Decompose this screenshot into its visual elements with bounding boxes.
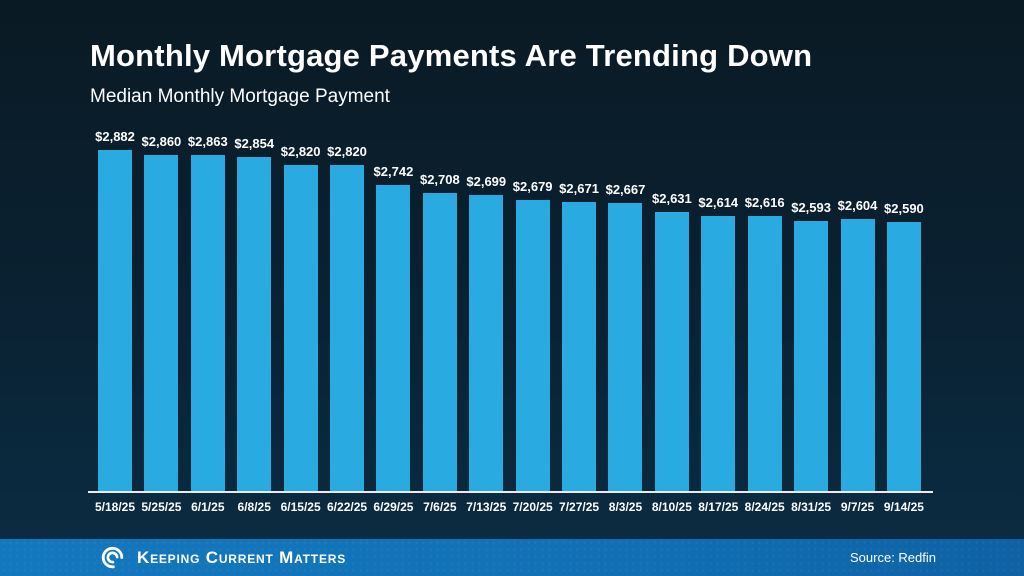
- bar: [283, 165, 318, 491]
- bars-row: $2,882 5/18/25 $2,860 5/25/25 $2,863 6/1/25 $2…: [95, 129, 924, 514]
- x-axis-tick-label: 6/22/25: [327, 500, 368, 514]
- bar-chart: $2,882 5/18/25 $2,860 5/25/25 $2,863 6/1/25 $2…: [88, 129, 933, 514]
- bar: [237, 156, 272, 491]
- x-axis-tick-label: 5/25/25: [141, 500, 182, 514]
- bar: [840, 218, 875, 491]
- bar-value-label: $2,820: [280, 144, 321, 160]
- bar-value-label: $2,590: [884, 201, 924, 217]
- chart-subtitle: Median Monthly Mortgage Payment: [90, 86, 390, 107]
- x-axis-tick-label: 6/1/25: [191, 500, 225, 514]
- x-axis-tick-label: 9/14/25: [883, 500, 924, 514]
- bar: [330, 165, 365, 491]
- bar-value-label: $2,699: [466, 174, 507, 190]
- bar: [886, 222, 921, 491]
- bar-value-label: $2,679: [512, 179, 553, 195]
- source-label: Source: Redfin: [850, 550, 936, 565]
- x-axis-tick-label: 9/7/25: [840, 500, 875, 514]
- bar: [144, 155, 179, 491]
- x-axis-tick-label: 8/17/25: [698, 500, 739, 514]
- bar-value-label: $2,614: [698, 195, 739, 211]
- bar: [562, 202, 597, 491]
- bar-column: $2,604 9/7/25: [837, 148, 878, 514]
- bar-column: $2,667 8/3/25: [606, 148, 646, 514]
- bar-column: $2,854 6/8/25: [234, 136, 274, 514]
- bar-column: $2,614 8/17/25: [698, 148, 739, 514]
- bar: [608, 203, 643, 491]
- bar: [794, 221, 829, 491]
- bar-column: $2,860 5/25/25: [141, 134, 181, 514]
- bar: [422, 192, 457, 491]
- bar: [701, 216, 736, 491]
- bar-value-label: $2,708: [419, 171, 460, 187]
- x-axis-tick-label: 6/15/25: [280, 500, 321, 514]
- kcm-swirl-logo-icon: [101, 546, 124, 569]
- bar-column: $2,820 6/15/25: [281, 144, 321, 514]
- x-axis-tick-label: 5/18/25: [94, 500, 136, 514]
- bar-column: $2,616 8/24/25: [744, 148, 785, 514]
- x-axis-tick-label: 6/8/25: [237, 500, 271, 514]
- bar: [98, 149, 132, 491]
- bar: [747, 215, 782, 491]
- bar-value-label: $2,882: [95, 128, 135, 144]
- bar: [654, 211, 689, 491]
- chart-title: Monthly Mortgage Payments Are Trending D…: [90, 38, 813, 73]
- bar-value-label: $2,631: [651, 190, 692, 206]
- bar-column: $2,742 6/29/25: [373, 148, 413, 514]
- bar-value-label: $2,863: [187, 133, 228, 149]
- bar: [376, 184, 411, 491]
- bar-value-label: $2,671: [559, 181, 599, 197]
- bar-column: $2,820 6/22/25: [327, 144, 367, 514]
- x-axis-tick-label: 8/10/25: [651, 500, 692, 514]
- x-axis-tick-label: 7/6/25: [423, 500, 457, 514]
- bar-column: $2,671 7/27/25: [559, 148, 599, 514]
- bar-value-label: $2,860: [141, 134, 182, 150]
- x-axis-tick-label: 8/24/25: [744, 500, 785, 514]
- bar-value-label: $2,742: [373, 163, 414, 179]
- bar-value-label: $2,854: [234, 135, 275, 151]
- bar-column: $2,679 7/20/25: [512, 148, 553, 514]
- bar-value-label: $2,667: [605, 182, 646, 198]
- brand-name: Keeping Current Matters: [137, 547, 347, 567]
- bar-column: $2,593 8/31/25: [791, 148, 831, 514]
- footer-bar: Keeping Current Matters Source: Redfin: [0, 536, 1024, 576]
- x-axis-tick-label: 7/13/25: [466, 500, 507, 514]
- bar-column: $2,708 7/6/25: [419, 148, 460, 514]
- bar-value-label: $2,593: [791, 200, 831, 216]
- bar-value-label: $2,820: [327, 144, 367, 160]
- bar-value-label: $2,604: [837, 197, 878, 213]
- bar-column: $2,863 6/1/25: [188, 134, 228, 514]
- bar: [515, 200, 550, 491]
- bar-column: $2,699 7/13/25: [466, 148, 507, 514]
- x-axis-tick-label: 6/29/25: [373, 500, 414, 514]
- bar-column: $2,590 9/14/25: [884, 148, 924, 514]
- x-axis-tick-label: 8/31/25: [791, 500, 832, 514]
- x-axis-tick-label: 8/3/25: [608, 500, 643, 514]
- x-axis-tick-label: 7/27/25: [559, 500, 600, 514]
- bar-column: $2,882 5/18/25: [95, 129, 135, 514]
- brand: Keeping Current Matters: [99, 544, 346, 571]
- bar-value-label: $2,616: [744, 194, 785, 210]
- bar-column: $2,631 8/10/25: [651, 148, 692, 514]
- bar: [469, 195, 504, 491]
- bar: [190, 154, 225, 491]
- x-axis-tick-label: 7/20/25: [512, 500, 553, 514]
